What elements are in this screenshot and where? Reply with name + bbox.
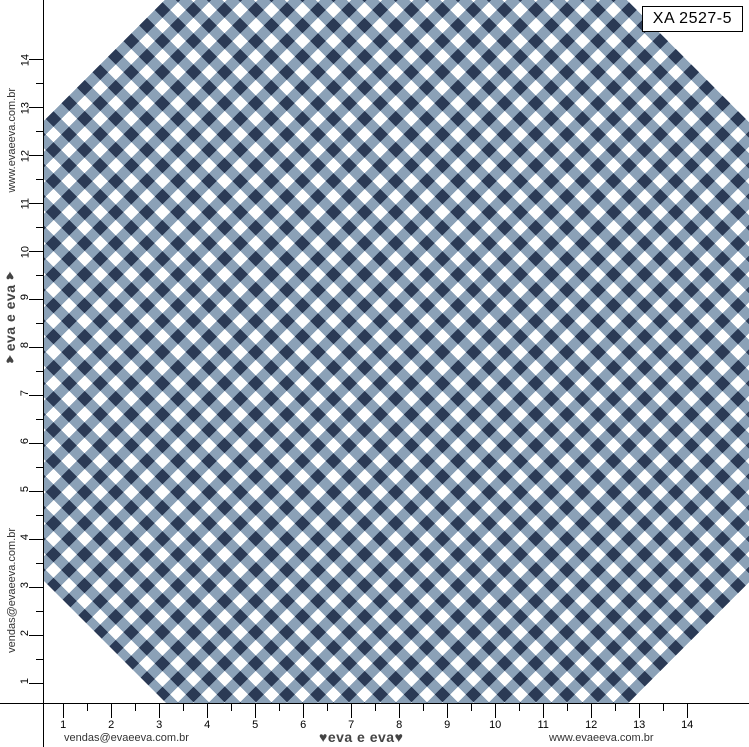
ruler-tick-major <box>63 704 64 718</box>
ruler-tick-minor <box>567 704 568 711</box>
ruler-tick-minor <box>327 704 328 711</box>
ruler-tick-label: 14 <box>681 719 693 731</box>
ruler-bottom-url-text: www.evaeeva.com.br <box>549 732 654 744</box>
ruler-tick-label: 6 <box>300 719 306 731</box>
ruler-tick-label: 11 <box>19 198 31 209</box>
ruler-tick-minor <box>36 83 43 84</box>
ruler-horizontal: vendas@evaeeva.com.br ♥eva e eva♥ www.ev… <box>44 703 749 747</box>
ruler-tick-minor <box>663 704 664 711</box>
ruler-tick-minor <box>135 704 136 711</box>
ruler-tick-label: 7 <box>19 390 31 396</box>
ruler-tick-major <box>111 704 112 718</box>
ruler-tick-minor <box>36 419 43 420</box>
ruler-tick-minor <box>36 179 43 180</box>
product-code-chip: XA 2527-5 <box>642 6 743 32</box>
ruler-tick-minor <box>36 467 43 468</box>
ruler-tick-label: 12 <box>19 150 31 162</box>
ruler-tick-major <box>447 704 448 718</box>
ruler-tick-label: 7 <box>348 719 354 731</box>
ruler-tick-label: 13 <box>633 719 645 731</box>
ruler-tick-major <box>303 704 304 718</box>
ruler-vertical: www.evaeeva.com.br ♥eva e eva♥ vendas@ev… <box>0 0 44 703</box>
ruler-bottom-brand-text: ♥eva e eva♥ <box>319 729 403 745</box>
ruler-tick-label: 3 <box>19 582 31 588</box>
ruler-tick-minor <box>423 704 424 711</box>
ruler-tick-label: 14 <box>19 54 31 66</box>
ruler-tick-minor <box>231 704 232 711</box>
ruler-tick-minor <box>375 704 376 711</box>
ruler-tick-major <box>351 704 352 718</box>
ruler-tick-minor <box>36 659 43 660</box>
ruler-tick-minor <box>36 611 43 612</box>
ruler-tick-label: 9 <box>19 294 31 300</box>
ruler-tick-minor <box>615 704 616 711</box>
ruler-tick-minor <box>36 131 43 132</box>
ruler-tick-label: 9 <box>444 719 450 731</box>
ruler-tick-minor <box>36 371 43 372</box>
ruler-tick-label: 4 <box>19 534 31 540</box>
ruler-tick-major <box>495 704 496 718</box>
ruler-tick-major <box>399 704 400 718</box>
ruler-tick-label: 4 <box>204 719 210 731</box>
ruler-tick-label: 10 <box>19 246 31 258</box>
ruler-tick-major <box>207 704 208 718</box>
ruler-tick-minor <box>471 704 472 711</box>
ruler-tick-label: 6 <box>19 438 31 444</box>
ruler-left-brand-text: ♥eva e eva♥ <box>2 268 20 368</box>
ruler-tick-label: 8 <box>396 719 402 731</box>
ruler-left-email-text: vendas@evaeeva.com.br <box>6 528 20 653</box>
ruler-tick-major <box>591 704 592 718</box>
ruler-tick-label: 12 <box>585 719 597 731</box>
ruler-tick-minor <box>36 515 43 516</box>
ruler-tick-label: 13 <box>19 102 31 114</box>
ruler-tick-major <box>255 704 256 718</box>
ruler-tick-label: 11 <box>537 719 548 731</box>
ruler-tick-label: 2 <box>19 630 31 636</box>
ruler-tick-minor <box>36 227 43 228</box>
ruler-tick-major <box>159 704 160 718</box>
ruler-tick-minor <box>183 704 184 711</box>
ruler-tick-minor <box>87 704 88 711</box>
ruler-tick-label: 1 <box>60 719 66 731</box>
ruler-left-url-text: www.evaeeva.com.br <box>6 88 20 193</box>
ruler-tick-label: 3 <box>156 719 162 731</box>
ruler-tick-label: 5 <box>252 719 258 731</box>
ruler-tick-minor <box>36 563 43 564</box>
ruler-tick-minor <box>519 704 520 711</box>
ruler-tick-label: 1 <box>19 678 31 684</box>
ruler-tick-major <box>639 704 640 718</box>
ruler-tick-minor <box>279 704 280 711</box>
ruler-tick-minor <box>36 323 43 324</box>
ruler-tick-label: 2 <box>108 719 114 731</box>
ruler-tick-label: 10 <box>489 719 501 731</box>
ruler-bottom-email-text: vendas@evaeeva.com.br <box>64 732 189 744</box>
ruler-tick-major <box>687 704 688 718</box>
ruler-corner <box>0 703 44 747</box>
ruler-tick-label: 5 <box>19 486 31 492</box>
fabric-swatch <box>44 0 749 703</box>
ruler-tick-label: 8 <box>19 342 31 348</box>
ruler-tick-minor <box>36 275 43 276</box>
ruler-tick-major <box>543 704 544 718</box>
